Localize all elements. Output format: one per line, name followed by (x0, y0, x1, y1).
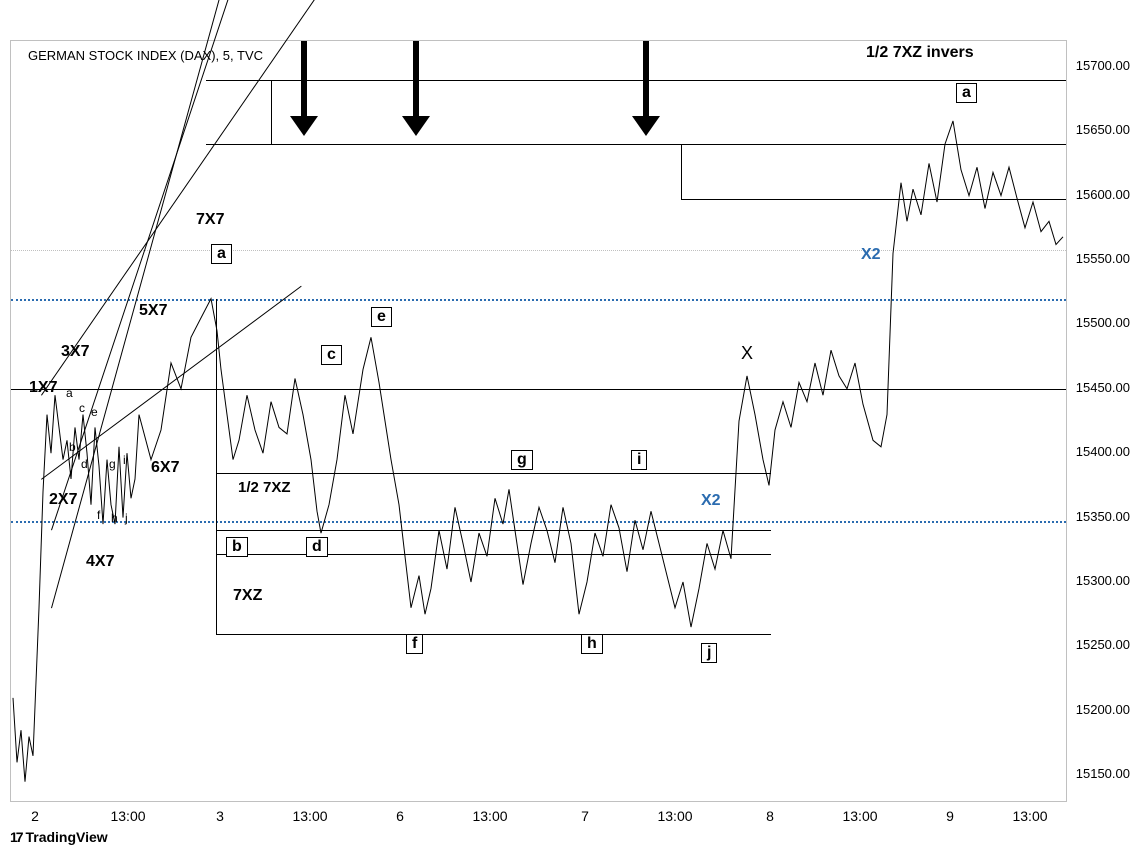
y-tick: 15400.00 (1070, 444, 1130, 459)
x-tick: 13:00 (1012, 808, 1047, 824)
x-tick: 13:00 (842, 808, 877, 824)
x-tick: 2 (31, 808, 39, 824)
chart-title: GERMAN STOCK INDEX (DAX), 5, TVC (28, 48, 263, 63)
x-tick: 13:00 (110, 808, 145, 824)
x-tick: 6 (396, 808, 404, 824)
y-tick: 15250.00 (1070, 637, 1130, 652)
y-tick: 15700.00 (1070, 58, 1130, 73)
x-tick: 13:00 (472, 808, 507, 824)
tradingview-logo: 17 TradingView (10, 829, 108, 845)
x-axis: 2 13:00 3 13:00 6 13:00 7 13:00 8 13:00 9 13:00 (10, 800, 1065, 825)
x-tick: 13:00 (292, 808, 327, 824)
y-tick: 15500.00 (1070, 315, 1130, 330)
chart-container: abcdefghija1X72X73X74X75X76X77X71/2 7XZ7… (0, 0, 1140, 855)
y-tick: 15300.00 (1070, 573, 1130, 588)
y-tick: 15150.00 (1070, 766, 1130, 781)
y-tick: 15350.00 (1070, 509, 1130, 524)
price-line (11, 41, 1066, 801)
y-axis: 15150.00 15200.00 15250.00 15300.00 15350.00… (1070, 40, 1135, 800)
plot-area[interactable]: abcdefghija1X72X73X74X75X76X77X71/2 7XZ7… (10, 40, 1067, 802)
x-tick: 9 (946, 808, 954, 824)
x-tick: 8 (766, 808, 774, 824)
y-tick: 15650.00 (1070, 122, 1130, 137)
x-tick: 13:00 (657, 808, 692, 824)
y-tick: 15450.00 (1070, 380, 1130, 395)
y-tick: 15200.00 (1070, 702, 1130, 717)
x-tick: 7 (581, 808, 589, 824)
y-tick: 15600.00 (1070, 187, 1130, 202)
y-tick: 15550.00 (1070, 251, 1130, 266)
x-tick: 3 (216, 808, 224, 824)
